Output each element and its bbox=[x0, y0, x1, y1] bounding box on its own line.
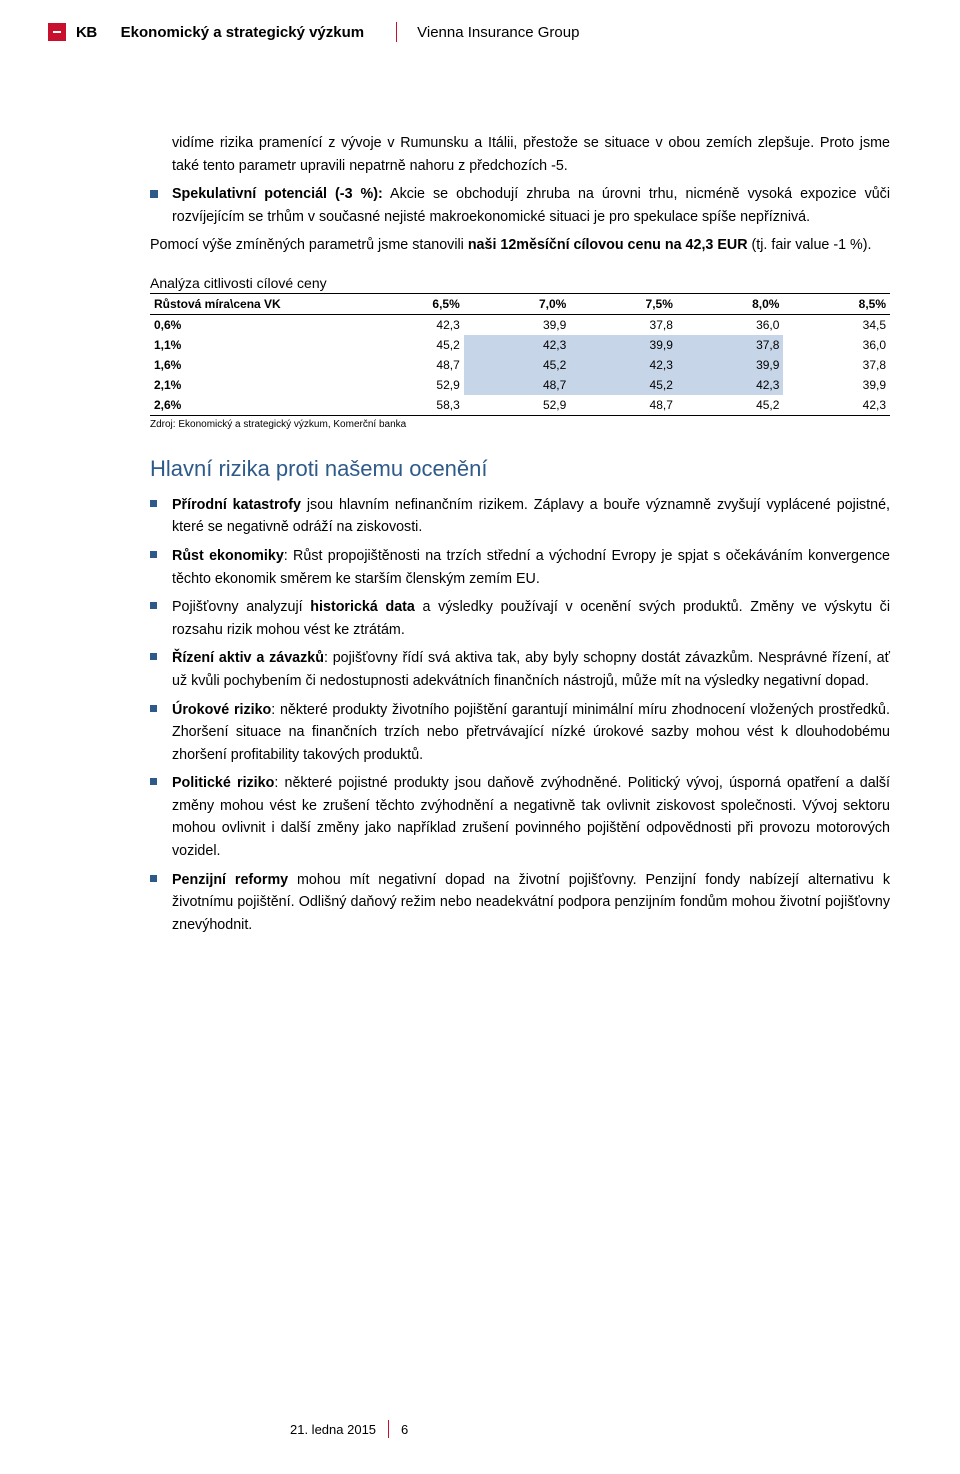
risk-item: Penzijní reformy mohou mít negativní dop… bbox=[150, 869, 890, 937]
table-cell: 42,3 bbox=[464, 335, 571, 355]
table-cell: 52,9 bbox=[357, 375, 464, 395]
table-cell: 45,2 bbox=[464, 355, 571, 375]
header-separator bbox=[396, 22, 397, 42]
table-cell: 34,5 bbox=[783, 314, 890, 335]
page-content: vidíme rizika pramenící z vývoje v Rumun… bbox=[150, 132, 890, 936]
table-col-header: 7,0% bbox=[464, 293, 571, 314]
table-row-label: 1,6% bbox=[150, 355, 357, 375]
risk-bold: Penzijní reformy bbox=[172, 872, 288, 888]
sensitivity-table: Růstová míra\cena VK6,5%7,0%7,5%8,0%8,5%… bbox=[150, 293, 890, 416]
risks-list: Přírodní katastrofy jsou hlavním nefinan… bbox=[150, 494, 890, 936]
table-cell: 42,3 bbox=[570, 355, 677, 375]
table-col-header: 8,5% bbox=[783, 293, 890, 314]
footer-separator bbox=[388, 1420, 389, 1438]
table-cell: 39,9 bbox=[677, 355, 784, 375]
kb-logo-icon bbox=[48, 23, 66, 41]
risk-bold: historická data bbox=[310, 599, 415, 615]
table-row: 2,6%58,352,948,745,242,3 bbox=[150, 395, 890, 416]
table-row: 2,1%52,948,745,242,339,9 bbox=[150, 375, 890, 395]
risk-item: Růst ekonomiky: Růst propojištěnosti na … bbox=[150, 545, 890, 590]
table-row: 0,6%42,339,937,836,034,5 bbox=[150, 314, 890, 335]
table-cell: 42,3 bbox=[357, 314, 464, 335]
risk-item: Pojišťovny analyzují historická data a v… bbox=[150, 596, 890, 641]
risk-item: Politické riziko: některé pojistné produ… bbox=[150, 772, 890, 862]
table-row: 1,1%45,242,339,937,836,0 bbox=[150, 335, 890, 355]
table-source: Zdroj: Ekonomický a strategický výzkum, … bbox=[150, 419, 890, 430]
risk-bold: Přírodní katastrofy bbox=[172, 497, 301, 513]
risk-item: Řízení aktiv a závazků: pojišťovny řídí … bbox=[150, 647, 890, 692]
speculative-bullet-bold: Spekulativní potenciál (-3 %): bbox=[172, 186, 383, 202]
header-company: Vienna Insurance Group bbox=[417, 24, 579, 41]
footer-date: 21. ledna 2015 bbox=[290, 1422, 376, 1437]
speculative-bullet: Spekulativní potenciál (-3 %): Akcie se … bbox=[150, 183, 890, 228]
table-cell: 36,0 bbox=[783, 335, 890, 355]
table-cell: 37,8 bbox=[677, 335, 784, 355]
table-cell: 39,9 bbox=[570, 335, 677, 355]
table-col-header: 7,5% bbox=[570, 293, 677, 314]
table-col-header: 8,0% bbox=[677, 293, 784, 314]
risk-text: : některé pojistné produkty jsou daňově … bbox=[172, 775, 890, 859]
table-cell: 37,8 bbox=[570, 314, 677, 335]
summary-t1: Pomocí výše zmíněných parametrů jsme sta… bbox=[150, 237, 468, 253]
risk-bold: Řízení aktiv a závazků bbox=[172, 650, 324, 666]
table-cell: 48,7 bbox=[464, 375, 571, 395]
summary-paragraph: Pomocí výše zmíněných parametrů jsme sta… bbox=[150, 234, 890, 257]
risks-heading: Hlavní rizika proti našemu ocenění bbox=[150, 456, 890, 482]
summary-bold: naši 12měsíční cílovou cenu na 42,3 EUR bbox=[468, 237, 748, 253]
table-cell: 36,0 bbox=[677, 314, 784, 335]
risk-bold: Růst ekonomiky bbox=[172, 548, 284, 564]
summary-t2: (tj. fair value -1 %). bbox=[748, 237, 872, 253]
table-row-label: 0,6% bbox=[150, 314, 357, 335]
table-cell: 48,7 bbox=[357, 355, 464, 375]
table-col-header: 6,5% bbox=[357, 293, 464, 314]
header-department: Ekonomický a strategický výzkum bbox=[121, 24, 364, 41]
table-cell: 42,3 bbox=[677, 375, 784, 395]
risk-item: Úrokové riziko: některé produkty životní… bbox=[150, 699, 890, 767]
table-header-first: Růstová míra\cena VK bbox=[150, 293, 357, 314]
table-cell: 39,9 bbox=[783, 375, 890, 395]
table-cell: 58,3 bbox=[357, 395, 464, 416]
page-footer: 21. ledna 2015 6 bbox=[290, 1420, 408, 1438]
table-title: Analýza citlivosti cílové ceny bbox=[150, 275, 890, 291]
table-cell: 52,9 bbox=[464, 395, 571, 416]
table-cell: 48,7 bbox=[570, 395, 677, 416]
page-header: KB Ekonomický a strategický výzkum Vienn… bbox=[0, 0, 960, 42]
speculative-bullet-list: Spekulativní potenciál (-3 %): Akcie se … bbox=[150, 183, 890, 228]
logo-text: KB bbox=[76, 24, 97, 41]
risk-item: Přírodní katastrofy jsou hlavním nefinan… bbox=[150, 494, 890, 539]
table-row-label: 2,1% bbox=[150, 375, 357, 395]
table-cell: 39,9 bbox=[464, 314, 571, 335]
table-row: 1,6%48,745,242,339,937,8 bbox=[150, 355, 890, 375]
risk-bold: Politické riziko bbox=[172, 775, 274, 791]
table-row-label: 1,1% bbox=[150, 335, 357, 355]
table-cell: 45,2 bbox=[677, 395, 784, 416]
table-cell: 45,2 bbox=[570, 375, 677, 395]
table-row-label: 2,6% bbox=[150, 395, 357, 416]
table-cell: 37,8 bbox=[783, 355, 890, 375]
risk-pre: Pojišťovny analyzují bbox=[172, 599, 310, 615]
footer-page: 6 bbox=[401, 1422, 408, 1437]
risk-bold: Úrokové riziko bbox=[172, 702, 271, 718]
table-cell: 42,3 bbox=[783, 395, 890, 416]
table-cell: 45,2 bbox=[357, 335, 464, 355]
intro-paragraph: vidíme rizika pramenící z vývoje v Rumun… bbox=[150, 132, 890, 177]
risk-text: : některé produkty životního pojištění g… bbox=[172, 702, 890, 763]
